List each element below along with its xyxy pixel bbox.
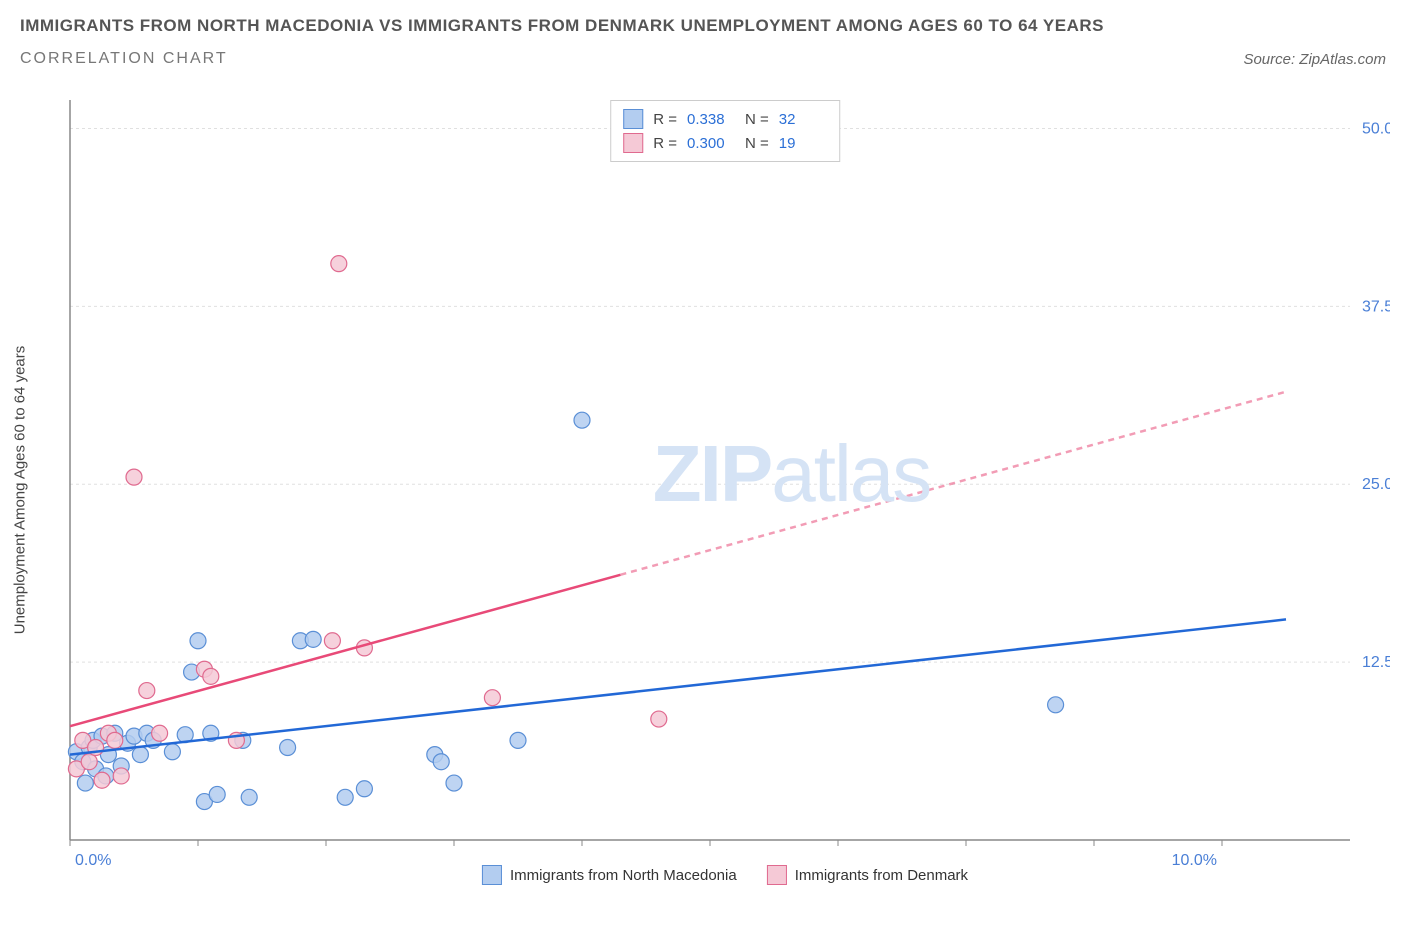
stat-label-r: R = <box>653 111 677 128</box>
swatch-series2-bottom <box>767 865 787 885</box>
stat-label-n: N = <box>745 135 769 152</box>
stats-row-series1: R = 0.338 N = 32 <box>623 107 827 131</box>
bottom-legend: Immigrants from North Macedonia Immigran… <box>482 865 968 885</box>
subtitle-row: CORRELATION CHART Source: ZipAtlas.com <box>20 50 1386 68</box>
stat-r-series1: 0.338 <box>687 111 735 128</box>
svg-text:25.0%: 25.0% <box>1362 476 1390 493</box>
chart-source: Source: ZipAtlas.com <box>1243 51 1386 68</box>
swatch-series1 <box>623 109 643 129</box>
chart-title: IMMIGRANTS FROM NORTH MACEDONIA VS IMMIG… <box>20 16 1386 36</box>
chart-container: Unemployment Among Ages 60 to 64 years Z… <box>60 95 1390 885</box>
swatch-series2 <box>623 133 643 153</box>
stat-label-r: R = <box>653 135 677 152</box>
legend-label-series2: Immigrants from Denmark <box>795 867 968 884</box>
svg-text:50.0%: 50.0% <box>1362 120 1390 137</box>
stat-n-series2: 19 <box>779 135 827 152</box>
stat-n-series1: 32 <box>779 111 827 128</box>
svg-text:10.0%: 10.0% <box>1172 852 1217 869</box>
chart-subtitle: CORRELATION CHART <box>20 50 228 68</box>
scatter-chart-svg: 12.5% 25.0% 37.5% 50.0% 0.0% 10.0% <box>60 95 1390 885</box>
svg-text:12.5%: 12.5% <box>1362 654 1390 671</box>
swatch-series1-bottom <box>482 865 502 885</box>
legend-item-series1: Immigrants from North Macedonia <box>482 865 737 885</box>
stat-r-series2: 0.300 <box>687 135 735 152</box>
y-axis-label: Unemployment Among Ages 60 to 64 years <box>12 346 29 635</box>
legend-item-series2: Immigrants from Denmark <box>767 865 968 885</box>
svg-text:0.0%: 0.0% <box>75 852 111 869</box>
svg-text:37.5%: 37.5% <box>1362 298 1390 315</box>
legend-label-series1: Immigrants from North Macedonia <box>510 867 737 884</box>
stat-label-n: N = <box>745 111 769 128</box>
chart-header: IMMIGRANTS FROM NORTH MACEDONIA VS IMMIG… <box>0 0 1406 76</box>
stats-row-series2: R = 0.300 N = 19 <box>623 131 827 155</box>
stats-legend: R = 0.338 N = 32 R = 0.300 N = 19 <box>610 100 840 162</box>
